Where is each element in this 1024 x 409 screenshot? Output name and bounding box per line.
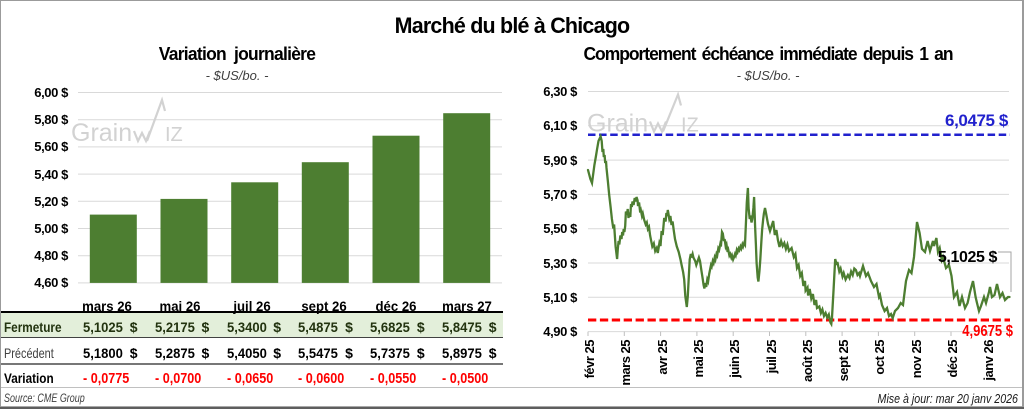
svg-text:Grain: Grain — [71, 119, 132, 147]
svg-text:IZ: IZ — [681, 115, 699, 137]
svg-text:IZ: IZ — [165, 124, 183, 146]
svg-text:Grain: Grain — [587, 110, 648, 138]
